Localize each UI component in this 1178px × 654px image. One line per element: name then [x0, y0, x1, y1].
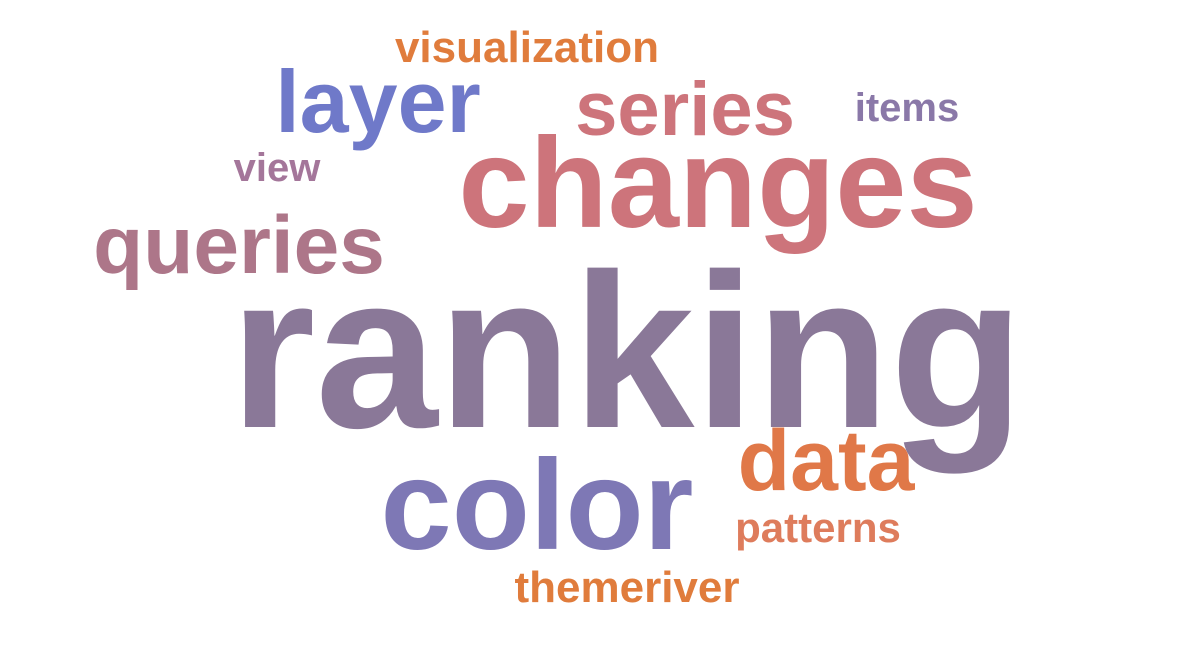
word-data: data: [737, 413, 915, 509]
word-queries: queries: [93, 200, 385, 291]
word-series: series: [575, 67, 795, 152]
word-visualization: visualization: [394, 23, 660, 72]
word-patterns: patterns: [735, 504, 901, 551]
word-themeriver: themeriver: [514, 563, 740, 612]
word-ranking: ranking: [229, 228, 1025, 474]
word-view: view: [233, 146, 321, 190]
word-layer: layer: [275, 52, 481, 151]
word-changes: changes: [458, 112, 978, 255]
word-items: items: [854, 86, 960, 130]
word-color: color: [380, 434, 694, 577]
